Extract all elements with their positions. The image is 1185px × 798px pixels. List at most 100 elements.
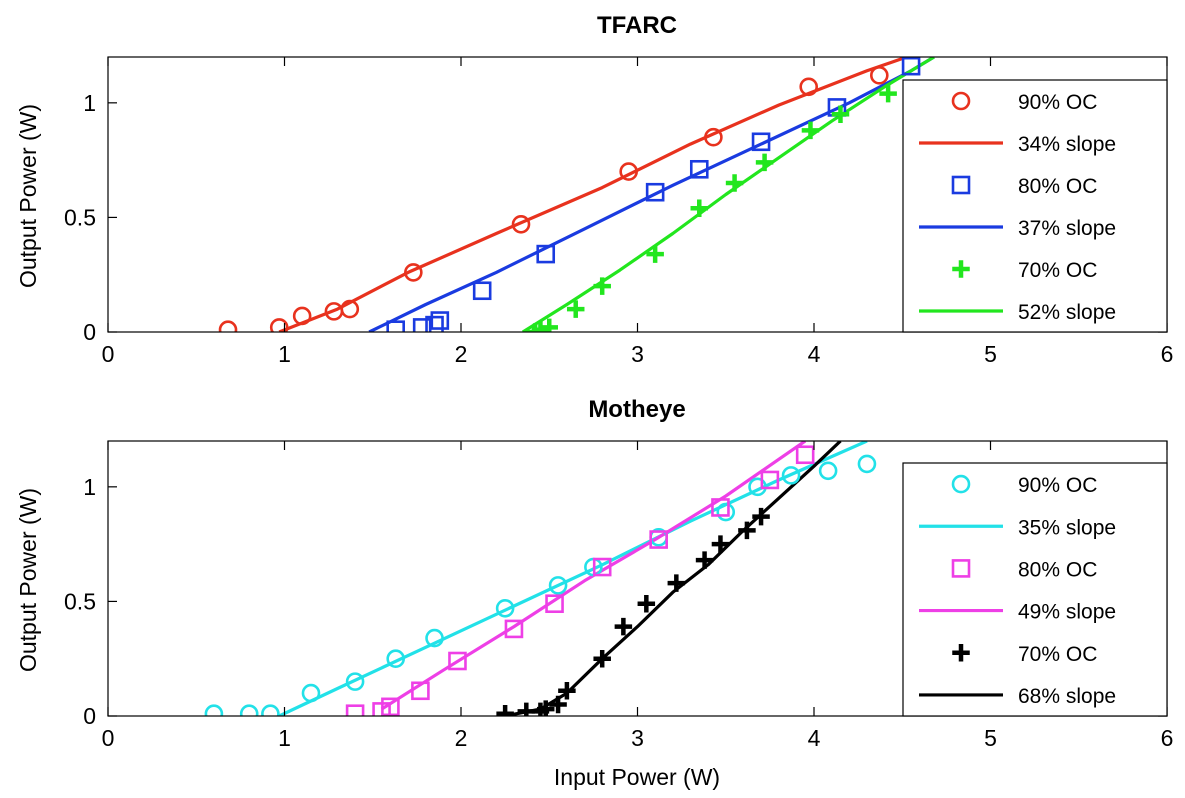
data-point	[536, 700, 555, 716]
legend-label: 35% slope	[1018, 516, 1116, 539]
legend-marker-swatch	[952, 644, 970, 662]
data-point	[495, 598, 515, 618]
tfarc-legend: 90% OC 34% slope 80% OC 37% slope 70% OC 52% …	[902, 79, 1168, 333]
data-point	[386, 320, 405, 332]
x-tick-label: 4	[808, 725, 821, 751]
data-point	[269, 318, 289, 332]
legend-marker-swatch	[951, 175, 971, 195]
legend-item: 80% OC	[951, 558, 1097, 581]
data-point	[411, 681, 430, 701]
legend-item: 70% OC	[952, 643, 1097, 666]
data-point	[204, 704, 224, 716]
x-tick-label: 6	[1161, 341, 1174, 367]
data-point	[795, 445, 815, 465]
legend-marker-swatch	[951, 474, 971, 494]
x-tick-label: 0	[102, 725, 115, 751]
data-point	[404, 263, 423, 282]
legend-item: 70% OC	[952, 259, 1097, 282]
data-point	[614, 617, 633, 636]
legend-item: 80% OC	[951, 175, 1097, 198]
data-point	[645, 182, 665, 202]
data-point	[345, 672, 365, 691]
x-tick-label: 3	[631, 341, 644, 367]
data-point	[558, 682, 576, 700]
data-point	[412, 318, 432, 332]
legend-label: 80% OC	[1018, 558, 1097, 581]
legend-marker-swatch	[951, 91, 971, 111]
y-tick-label: 0	[83, 319, 96, 345]
legend-item: 90% OC	[951, 474, 1097, 497]
legend-label: 34% slope	[1018, 133, 1116, 156]
legend-item: 49% slope	[919, 601, 1116, 624]
data-point	[760, 470, 780, 490]
data-point	[799, 77, 819, 97]
series-line-3	[368, 57, 935, 332]
x-tick-label: 0	[102, 341, 115, 367]
data-point	[649, 530, 668, 549]
data-point	[725, 174, 744, 192]
data-point	[566, 300, 585, 318]
data-point	[752, 507, 770, 526]
data-point	[549, 695, 567, 714]
data-point	[345, 704, 365, 716]
legend-label: 70% OC	[1018, 643, 1097, 666]
data-point	[531, 320, 550, 332]
data-point	[261, 704, 280, 716]
tfarc-y-axis-label: Output Power (W)	[15, 104, 41, 288]
data-point	[292, 306, 312, 326]
motheye-y-axis-label: Output Power (W)	[15, 488, 41, 672]
legend-label: 90% OC	[1018, 474, 1097, 497]
data-point	[711, 498, 730, 517]
y-tick-label: 1	[83, 90, 96, 116]
legend-marker-swatch	[952, 260, 970, 278]
data-point	[716, 502, 736, 522]
data-point	[704, 127, 723, 147]
y-tick-label: 0	[83, 703, 96, 729]
motheye-title: Motheye	[588, 396, 685, 423]
data-point	[496, 704, 514, 716]
tfarc-plot-area	[218, 57, 935, 332]
x-tick-label: 5	[984, 341, 997, 367]
data-point	[619, 162, 638, 181]
x-tick-label: 5	[984, 725, 997, 751]
data-point	[593, 649, 611, 668]
motheye-legend: 90% OC 35% slope 80% OC 49% slope 70% OC 68% …	[902, 462, 1168, 717]
series-line-1	[278, 57, 912, 332]
x-tick-label: 2	[455, 725, 468, 751]
x-tick-label: 3	[631, 725, 644, 751]
data-point	[667, 574, 686, 592]
legend-label: 37% slope	[1018, 217, 1116, 240]
legend-label: 49% slope	[1018, 601, 1116, 624]
data-point	[545, 594, 564, 614]
motheye-panel: Motheye 0 1 2 3 4 5 6 0 0.5 1 Output Power (W) In…	[15, 396, 1173, 790]
data-point	[831, 105, 850, 124]
data-point	[504, 619, 524, 639]
series-line-5	[521, 57, 935, 332]
data-point	[592, 557, 612, 577]
data-point	[381, 697, 400, 716]
data-point	[738, 521, 756, 540]
x-tick-label: 1	[278, 341, 291, 367]
data-point	[689, 159, 709, 179]
legend-label: 80% OC	[1018, 175, 1097, 198]
data-point	[425, 628, 444, 648]
data-point	[472, 281, 492, 301]
data-point	[870, 66, 889, 85]
plot-series-group	[218, 57, 935, 332]
legend-box	[902, 462, 1168, 717]
legend-marker-swatch	[951, 559, 971, 578]
y-tick-label: 0.5	[64, 588, 96, 614]
legend-label: 70% OC	[1018, 259, 1097, 282]
data-point	[218, 320, 238, 332]
data-point	[781, 466, 801, 485]
legend-box	[902, 79, 1168, 333]
data-point	[511, 214, 531, 234]
data-point	[548, 576, 568, 595]
data-point	[646, 245, 664, 263]
tfarc-panel: TFARC 0 1 2 3 4 5 6 0 0.5 1 Output Power (W) 90% …	[15, 12, 1173, 367]
legend-item: 52% slope	[919, 301, 1116, 324]
y-tick-label: 0.5	[64, 204, 96, 230]
data-point	[425, 315, 444, 332]
data-point	[711, 535, 730, 553]
